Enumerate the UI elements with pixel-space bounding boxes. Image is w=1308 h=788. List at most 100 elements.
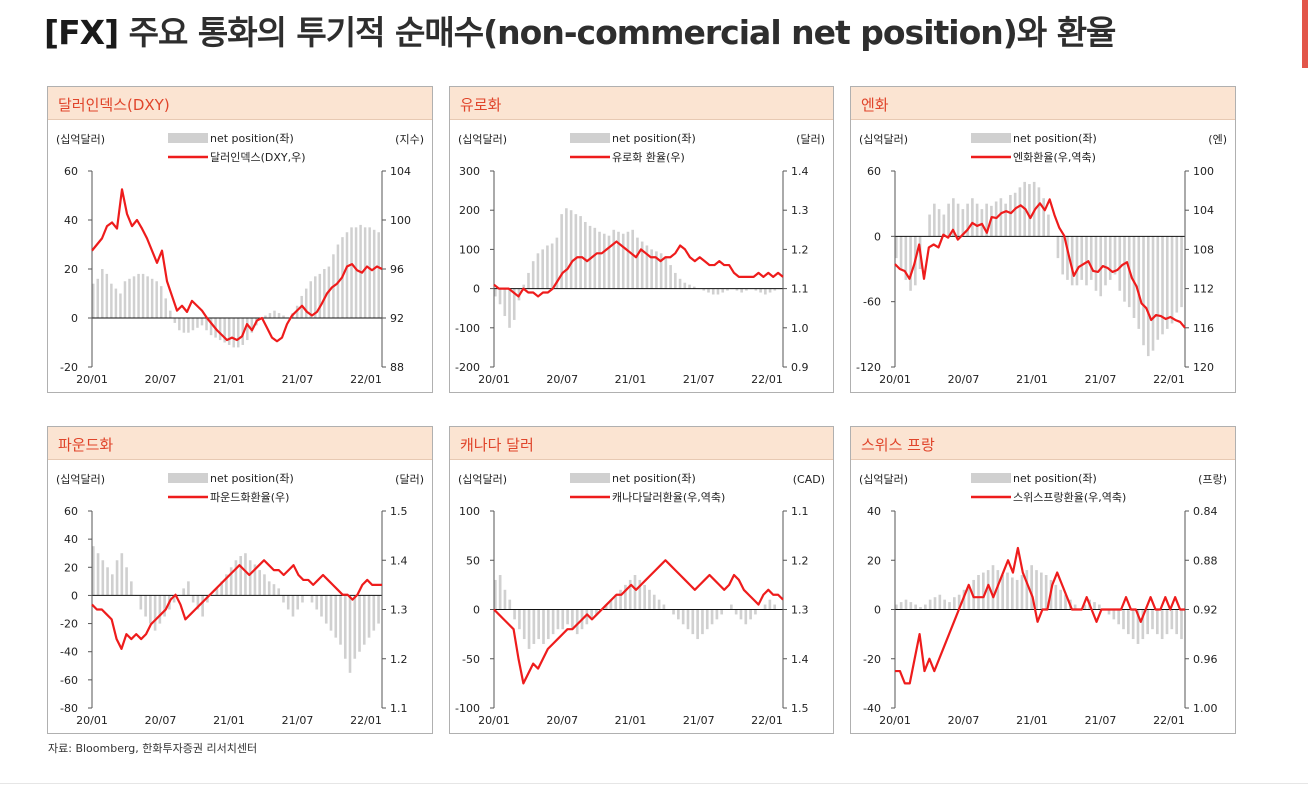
position-bar: [503, 288, 507, 317]
position-bar: [643, 584, 646, 610]
position-bar: [1108, 236, 1112, 280]
right-tick-label: 1.2: [390, 653, 408, 666]
left-tick-label: 0: [473, 283, 480, 296]
left-tick-label: 200: [459, 204, 480, 217]
position-bar: [273, 310, 276, 318]
position-bar: [542, 609, 545, 644]
position-bar: [952, 198, 955, 237]
position-bar: [178, 318, 181, 331]
left-tick-label: 60: [867, 165, 881, 178]
bottom-rule: [0, 783, 1308, 784]
position-bar: [730, 604, 733, 610]
position-bar: [971, 198, 974, 237]
right-tick-label: 1.00: [1193, 702, 1218, 715]
position-bar: [1142, 236, 1145, 346]
position-bar: [551, 609, 555, 635]
position-bar: [1146, 236, 1150, 357]
x-tick-label: 20/01: [879, 714, 911, 727]
right-tick-label: 1.4: [791, 165, 809, 178]
position-bar: [626, 231, 630, 289]
chart-chf: (십억달러) (프랑) net position(좌) 스위스프랑환율(우,역축) 40…: [859, 472, 1227, 727]
position-bar: [164, 298, 167, 318]
position-bar: [652, 594, 656, 610]
x-tick-label: 22/01: [751, 373, 783, 386]
position-bar: [749, 609, 752, 620]
position-bar: [196, 318, 199, 328]
position-bar: [621, 233, 625, 289]
position-bar: [1009, 194, 1012, 237]
legend-line-label: 달러인덱스(DXY,우): [210, 151, 306, 164]
position-bar: [323, 269, 326, 318]
position-bar: [688, 284, 691, 289]
position-bar: [726, 288, 729, 291]
right-tick-label: 104: [390, 165, 411, 178]
position-bar: [201, 595, 204, 617]
position-bar: [343, 595, 347, 659]
fx-rate-line: [493, 240, 784, 298]
right-tick-label: 1.5: [791, 702, 809, 715]
position-bar: [999, 198, 1003, 237]
position-bar: [607, 235, 611, 289]
position-bar: [659, 253, 663, 289]
position-bar: [631, 229, 634, 289]
position-bar: [716, 288, 720, 295]
x-tick-label: 20/07: [145, 373, 177, 386]
position-bar: [182, 318, 186, 333]
position-bar: [537, 609, 540, 640]
x-tick-label: 21/01: [1016, 714, 1048, 727]
position-bar: [975, 203, 979, 237]
chart-jpy: (십억달러) (엔) net position(좌) 엔화환율(우,역축) 60 0 -60…: [856, 132, 1227, 386]
position-bar: [1156, 609, 1159, 635]
position-bar: [1013, 192, 1017, 237]
position-bar: [324, 595, 328, 624]
position-bar: [92, 283, 95, 318]
legend-line-label: 캐나다달러환율(우,역축): [612, 491, 725, 504]
position-bar: [619, 589, 622, 610]
left-tick-label: 100: [459, 505, 480, 518]
legend-line-label: 유로화 환율(우): [612, 151, 685, 164]
position-bar: [125, 567, 128, 596]
right-tick-label: 0.88: [1193, 554, 1218, 567]
position-bar: [585, 609, 589, 625]
position-bar: [205, 318, 208, 331]
x-tick-label: 20/01: [478, 714, 510, 727]
position-bar: [250, 318, 254, 333]
position-bar: [938, 594, 942, 610]
right-tick-label: 0.9: [791, 361, 809, 374]
position-bar: [754, 288, 758, 291]
right-unit-label: (CAD): [793, 473, 825, 486]
legend-bar-label: net position(좌): [210, 132, 294, 145]
position-bar: [773, 288, 777, 291]
position-bar: [604, 604, 608, 610]
x-tick-label: 21/07: [1085, 373, 1117, 386]
position-bar: [196, 595, 200, 610]
position-bar: [1054, 584, 1058, 610]
left-tick-label: -100: [455, 322, 480, 335]
fx-rate-line: [894, 198, 1186, 329]
position-bar: [740, 288, 743, 293]
x-tick-label: 22/01: [751, 714, 783, 727]
position-bar: [1004, 203, 1007, 237]
position-bar: [522, 284, 526, 289]
position-bar: [225, 574, 228, 596]
position-bar: [329, 595, 333, 631]
position-bar: [662, 604, 666, 610]
position-bar: [1070, 236, 1074, 286]
position-bar: [645, 245, 649, 289]
position-bar: [745, 288, 748, 291]
left-unit-label: (십억달러): [859, 473, 908, 486]
right-tick-label: 96: [390, 263, 404, 276]
right-tick-label: 1.3: [791, 204, 809, 217]
position-bar: [584, 221, 587, 289]
right-unit-label: (엔): [1208, 133, 1227, 146]
x-tick-label: 21/07: [1085, 714, 1117, 727]
position-bar: [286, 595, 290, 610]
position-bar: [1015, 579, 1019, 610]
left-tick-label: -60: [863, 296, 881, 309]
x-tick-label: 21/01: [615, 373, 647, 386]
position-bar: [739, 609, 743, 620]
chart-panel-jpy: 엔화 (십억달러) (엔) net position(좌) 엔화환율(우,역축) 60 0…: [850, 86, 1236, 393]
position-bar: [172, 595, 176, 603]
legend-bar-swatch: [168, 133, 208, 143]
chart-panel-gbp: 파운드화 (십억달러) (달러) net position(좌) 파운드화환율(우) 6…: [47, 426, 433, 734]
